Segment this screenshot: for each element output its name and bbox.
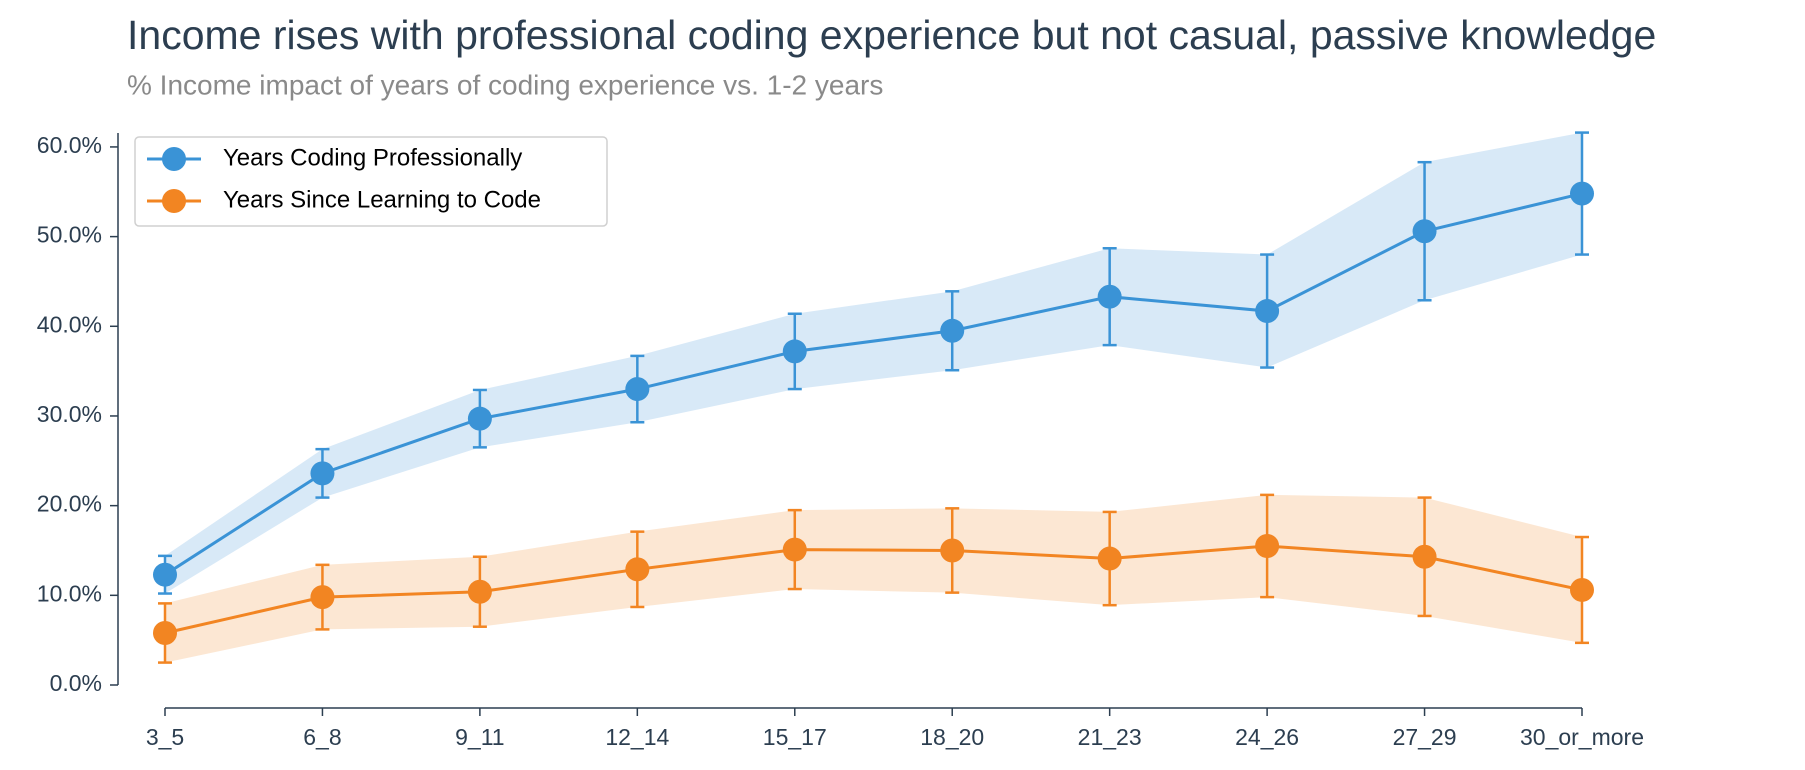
chart-title: Income rises with professional coding ex… [127, 12, 1656, 58]
point [1097, 284, 1122, 309]
point [625, 557, 650, 582]
legend-label: Years Since Learning to Code [223, 186, 541, 213]
x-tick-label: 18_20 [920, 724, 984, 750]
x-tick-label: 24_26 [1235, 724, 1299, 750]
point [1570, 181, 1594, 206]
point [782, 339, 807, 364]
point [1255, 299, 1280, 324]
point [1412, 544, 1437, 569]
y-tick-label: 0.0% [50, 670, 102, 696]
y-tick-label: 60.0% [37, 132, 102, 158]
point [1097, 546, 1122, 571]
point [1255, 534, 1280, 558]
point [1412, 219, 1437, 244]
legend-marker [162, 189, 186, 213]
point [153, 620, 177, 645]
confidence-band [165, 132, 1582, 594]
point [310, 585, 335, 610]
series-line [164, 544, 1583, 635]
confidence-band [165, 494, 1582, 663]
point [940, 318, 965, 343]
x-tick-label: 12_14 [605, 724, 669, 750]
point [782, 537, 807, 562]
x-tick-label: 21_23 [1078, 724, 1142, 750]
x-tick-label: 30_or_more [1520, 724, 1644, 750]
point [1570, 577, 1594, 602]
point [467, 579, 492, 604]
y-tick-label: 40.0% [37, 311, 102, 337]
series-line [164, 192, 1583, 576]
point [625, 377, 650, 402]
legend-label: Years Coding Professionally [223, 144, 522, 171]
y-tick-label: 30.0% [37, 401, 102, 427]
point [940, 538, 965, 563]
legend-box [134, 136, 608, 227]
x-tick-label: 15_17 [763, 724, 827, 750]
chart-subtitle: % Income impact of years of coding exper… [127, 69, 883, 100]
point [153, 562, 177, 587]
legend-marker [162, 147, 186, 171]
x-tick-label: 9_11 [455, 724, 504, 750]
y-tick-label: 50.0% [37, 222, 102, 248]
x-tick-label: 6_8 [303, 724, 341, 750]
y-tick-label: 20.0% [37, 491, 102, 517]
point [310, 461, 335, 486]
x-tick-label: 27_29 [1393, 724, 1457, 750]
point [467, 406, 492, 431]
x-tick-label: 3_5 [146, 724, 184, 750]
y-tick-label: 10.0% [37, 580, 102, 606]
